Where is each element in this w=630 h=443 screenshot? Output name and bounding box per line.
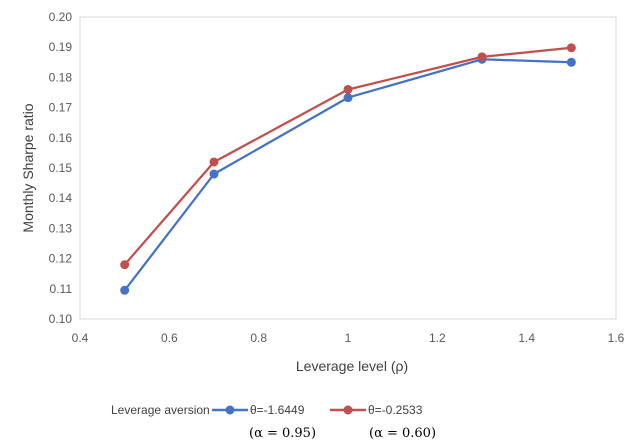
x-tick-label: 1.6 xyxy=(608,331,625,345)
data-point xyxy=(209,169,219,179)
legend-title: Leverage aversion xyxy=(111,403,210,417)
y-tick-label: 0.17 xyxy=(49,101,73,115)
legend-label: θ=-0.2533 xyxy=(368,403,423,417)
y-tick-label: 0.16 xyxy=(49,131,73,145)
plot-area-border xyxy=(79,16,617,320)
y-axis-title: Monthly Sharpe ratio xyxy=(20,103,36,232)
x-axis-ticks: 0.4 0.6 0.8 1 1.2 1.4 1.6 xyxy=(72,331,625,345)
y-tick-label: 0.10 xyxy=(49,312,73,326)
data-point xyxy=(477,52,487,62)
legend-label: θ=-1.6449 xyxy=(250,403,305,417)
series-layer xyxy=(120,43,576,295)
data-point xyxy=(120,285,130,295)
y-axis-ticks: 0.10 0.11 0.12 0.13 0.14 0.15 0.16 0.17 0.18 0.19… xyxy=(49,10,73,326)
legend-swatch-marker xyxy=(225,405,235,415)
x-axis-title: Leverage level (ρ) xyxy=(296,358,408,374)
x-tick-label: 1.4 xyxy=(518,331,535,345)
y-tick-label: 0.15 xyxy=(49,161,73,175)
data-point xyxy=(566,43,576,53)
data-point xyxy=(120,260,130,270)
y-tick-label: 0.20 xyxy=(49,10,73,24)
data-point xyxy=(343,84,353,94)
y-tick-label: 0.13 xyxy=(49,221,73,235)
y-tick-label: 0.18 xyxy=(49,70,73,84)
y-tick-label: 0.14 xyxy=(49,191,73,205)
legend-alpha-note: (α = 0.95) xyxy=(249,426,316,441)
x-tick-label: 0.4 xyxy=(72,331,89,345)
x-tick-label: 1.2 xyxy=(429,331,446,345)
data-point xyxy=(209,157,219,167)
y-tick-label: 0.19 xyxy=(49,40,73,54)
legend-swatch-marker xyxy=(343,405,353,415)
data-point xyxy=(343,93,353,103)
x-tick-label: 1 xyxy=(345,331,352,345)
x-tick-label: 0.6 xyxy=(161,331,178,345)
series-2 xyxy=(120,43,576,270)
y-tick-label: 0.11 xyxy=(50,282,73,296)
legend-alpha-note: (α = 0.60) xyxy=(369,426,436,441)
data-point xyxy=(566,57,576,67)
y-tick-label: 0.12 xyxy=(49,252,73,266)
x-tick-label: 0.8 xyxy=(250,331,267,345)
legend: Leverage aversion θ=-1.6449 (α = 0.95) θ… xyxy=(111,403,436,441)
